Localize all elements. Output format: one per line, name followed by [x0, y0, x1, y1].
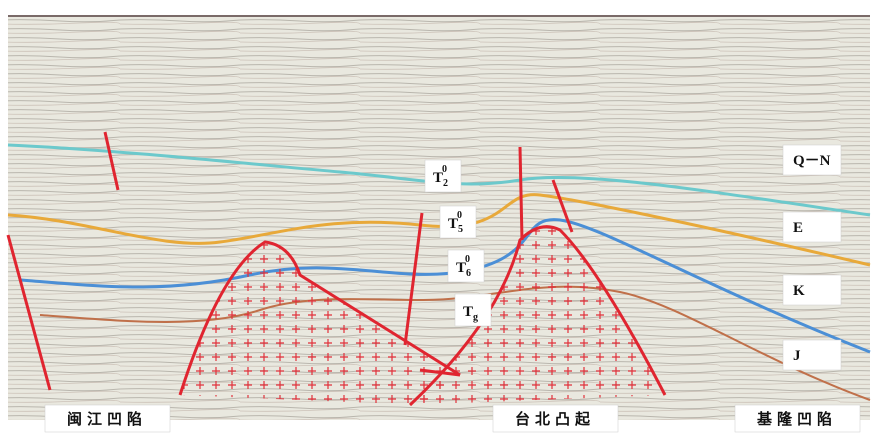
horizon-sup: 0: [442, 164, 447, 175]
formation-label: K: [793, 283, 805, 299]
region-label: 闽江凹陷: [67, 410, 147, 428]
horizon-sub: 2: [443, 178, 448, 189]
horizon-sup: 0: [465, 254, 470, 265]
seismic-profile: T20T50T60TgQ－NEKJ闽江凹陷台北凸起基隆凹陷: [0, 0, 872, 439]
label-box: [783, 275, 841, 305]
fault: [520, 147, 522, 240]
horizon-sup: 0: [457, 210, 462, 221]
label-box: [783, 340, 841, 370]
region-label: 台北凸起: [515, 410, 595, 428]
formation-label: E: [793, 220, 803, 236]
horizon-sub: 5: [458, 224, 463, 235]
horizon-sub: g: [473, 312, 478, 323]
region-label: 基隆凹陷: [756, 410, 837, 428]
seismic-texture: [8, 15, 870, 420]
horizon-base: T: [463, 304, 473, 320]
horizon-sub: 6: [466, 268, 471, 279]
formation-label: Q－N: [793, 153, 831, 169]
label-box: [783, 212, 841, 242]
formation-label: J: [793, 348, 801, 364]
